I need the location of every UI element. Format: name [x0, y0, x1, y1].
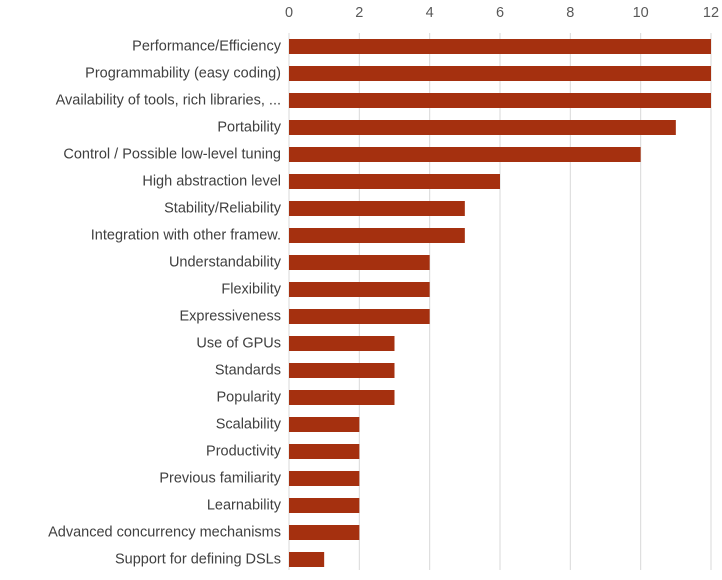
category-label-2: Availability of tools, rich libraries, .… — [56, 93, 281, 109]
category-label-7: Integration with other framew. — [91, 228, 281, 244]
bar-19 — [289, 552, 325, 567]
x-axis-ticks: 0 2 4 6 8 10 12 — [285, 5, 719, 21]
category-label-15: Productivity — [206, 444, 282, 460]
category-label-19: Support for defining DSLs — [115, 552, 281, 568]
category-label-8: Understandability — [169, 255, 282, 271]
category-label-10: Expressiveness — [179, 309, 281, 325]
x-tick-label-5: 10 — [633, 5, 649, 21]
x-tick-label-2: 4 — [426, 5, 434, 21]
bar-11 — [289, 336, 395, 351]
x-tick-label-6: 12 — [703, 5, 719, 21]
bar-10 — [289, 309, 430, 324]
category-label-12: Standards — [215, 363, 281, 379]
bars — [289, 39, 711, 567]
bar-9 — [289, 282, 430, 297]
bar-2 — [289, 93, 711, 108]
category-label-4: Control / Possible low-level tuning — [63, 147, 281, 163]
bar-3 — [289, 120, 676, 135]
x-tick-label-1: 2 — [355, 5, 363, 21]
category-label-18: Advanced concurrency mechanisms — [48, 525, 281, 541]
category-label-11: Use of GPUs — [196, 336, 281, 352]
category-label-5: High abstraction level — [142, 174, 281, 190]
x-tick-label-4: 8 — [566, 5, 574, 21]
bar-17 — [289, 498, 360, 513]
bar-14 — [289, 417, 360, 432]
bar-16 — [289, 471, 360, 486]
category-label-17: Learnability — [207, 498, 282, 514]
x-tick-label-3: 6 — [496, 5, 504, 21]
category-label-0: Performance/Efficiency — [132, 39, 282, 55]
bar-7 — [289, 228, 465, 243]
bar-13 — [289, 390, 395, 405]
category-label-3: Portability — [217, 120, 281, 136]
category-label-14: Scalability — [216, 417, 282, 433]
bar-5 — [289, 174, 500, 189]
bar-6 — [289, 201, 465, 216]
category-label-9: Flexibility — [221, 282, 281, 298]
category-label-13: Popularity — [217, 390, 282, 406]
bar-0 — [289, 39, 711, 54]
bar-8 — [289, 255, 430, 270]
bar-1 — [289, 66, 711, 81]
category-labels: Performance/Efficiency Programmability (e… — [48, 39, 282, 568]
bar-12 — [289, 363, 395, 378]
bar-4 — [289, 147, 641, 162]
bar-15 — [289, 444, 360, 459]
category-label-6: Stability/Reliability — [164, 201, 282, 217]
bar-18 — [289, 525, 360, 540]
x-tick-label-0: 0 — [285, 5, 293, 21]
category-label-1: Programmability (easy coding) — [85, 66, 281, 82]
gridlines — [288, 33, 712, 570]
category-label-16: Previous familiarity — [159, 471, 281, 487]
